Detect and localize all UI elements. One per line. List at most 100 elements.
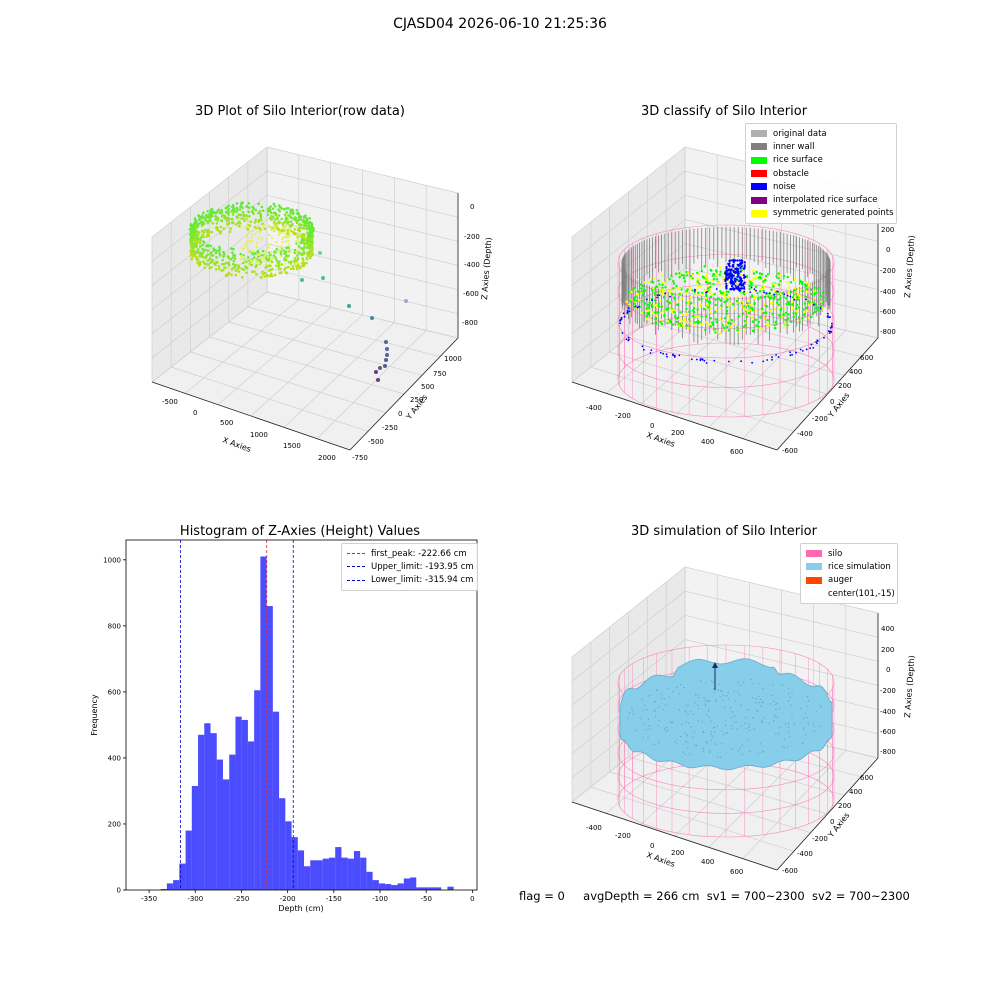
rice-surface-point — [676, 317, 679, 320]
surface-mesh-point — [685, 711, 687, 713]
surface-mesh-point — [788, 730, 790, 733]
surface-mesh-point — [690, 711, 692, 713]
status-footer: flag = 0 avgDepth = 266 cm sv1 = 700~230… — [519, 889, 910, 903]
data-point — [295, 251, 298, 254]
data-point — [226, 216, 229, 220]
rice-surface-point — [647, 312, 650, 315]
symmetric-point — [703, 288, 706, 292]
noise-point — [673, 354, 676, 357]
data-point — [301, 238, 305, 241]
x-tick: -200 — [615, 832, 631, 840]
noise-point — [742, 274, 745, 277]
symmetric-point — [791, 300, 794, 303]
data-point — [215, 261, 219, 264]
noise-point — [725, 266, 728, 269]
legend-line — [347, 553, 365, 555]
surface-mesh-point — [676, 739, 678, 741]
y-axis-line — [776, 757, 879, 871]
surface-mesh-point — [702, 730, 704, 732]
symmetric-point — [749, 308, 752, 312]
surface-mesh-point — [644, 704, 646, 706]
rice-surface-point — [813, 286, 816, 289]
surface-mesh-point — [730, 716, 732, 719]
surface-mesh-point — [773, 720, 775, 722]
data-point — [205, 219, 208, 223]
data-point — [305, 220, 309, 223]
legend-swatch — [751, 143, 767, 151]
surface-mesh-point — [665, 704, 667, 706]
symmetric-point — [696, 315, 699, 318]
rice-surface-point — [752, 272, 756, 275]
surface-mesh-point — [787, 687, 789, 689]
rice-surface-point — [697, 291, 700, 294]
surface-mesh-point — [739, 684, 741, 687]
surface-mesh-point — [807, 721, 809, 723]
data-point — [261, 209, 265, 212]
x-tick: 400 — [701, 858, 714, 866]
data-point — [252, 256, 256, 259]
noise-point — [638, 305, 640, 308]
raw-plot-points — [188, 201, 408, 382]
noise-point — [738, 283, 741, 286]
rice-surface-point — [766, 273, 770, 276]
symmetric-point — [747, 279, 750, 283]
legend-item: auger — [806, 574, 892, 587]
symmetric-point — [653, 277, 656, 281]
surface-mesh-point — [756, 709, 758, 712]
rice-surface-point — [678, 292, 681, 296]
surface-mesh-point — [791, 692, 793, 694]
noise-point — [705, 291, 707, 294]
data-point — [277, 262, 280, 266]
z-tick: -600 — [880, 728, 896, 736]
data-point — [269, 251, 273, 254]
surface-mesh-point — [750, 678, 752, 680]
symmetric-point — [797, 287, 800, 291]
axes-floor — [152, 292, 458, 450]
data-point — [273, 205, 277, 208]
legend-item: noise — [751, 180, 891, 193]
data-point — [290, 260, 293, 264]
surface-mesh-point — [674, 741, 676, 743]
noise-point — [743, 287, 746, 290]
symmetric-point — [782, 326, 785, 329]
surface-mesh-point — [782, 746, 784, 748]
noise-point — [739, 266, 742, 269]
noise-point — [703, 359, 706, 362]
histogram-title: Histogram of Z-Axies (Height) Values — [179, 524, 421, 539]
x-axis-label: X Axies — [221, 435, 252, 454]
surface-mesh-point — [738, 694, 740, 696]
surface-mesh-point — [751, 697, 753, 699]
surface-mesh-point — [707, 699, 709, 702]
rice-surface-point — [742, 325, 746, 328]
surface-mesh-point — [727, 691, 729, 693]
noise-point — [628, 310, 631, 313]
data-point — [206, 249, 210, 252]
symmetric-point — [648, 318, 652, 321]
data-point — [244, 245, 247, 248]
data-point — [244, 258, 247, 262]
histogram-bar — [403, 878, 411, 890]
data-point — [263, 227, 267, 230]
symmetric-point — [704, 306, 707, 309]
rice-surface-point — [700, 315, 703, 318]
surface-mesh-point — [704, 703, 706, 705]
data-point — [197, 218, 201, 221]
data-point — [272, 221, 276, 224]
rice-surface-point — [678, 276, 681, 279]
surface-mesh-point — [646, 709, 648, 711]
data-point — [214, 263, 217, 267]
legend-item: rice simulation — [806, 560, 892, 573]
data-point — [306, 227, 310, 231]
data-point — [286, 236, 289, 239]
rice-surface-point — [672, 310, 675, 314]
surface-mesh-point — [661, 698, 663, 700]
histogram-bar — [360, 857, 367, 890]
data-point — [201, 233, 204, 237]
data-point — [195, 251, 198, 255]
data-point — [209, 261, 212, 265]
data-point — [209, 244, 213, 248]
rice-surface-point — [786, 275, 789, 279]
surface-mesh-point — [700, 680, 702, 682]
symmetric-point — [715, 309, 718, 312]
histogram-bar — [347, 858, 354, 890]
